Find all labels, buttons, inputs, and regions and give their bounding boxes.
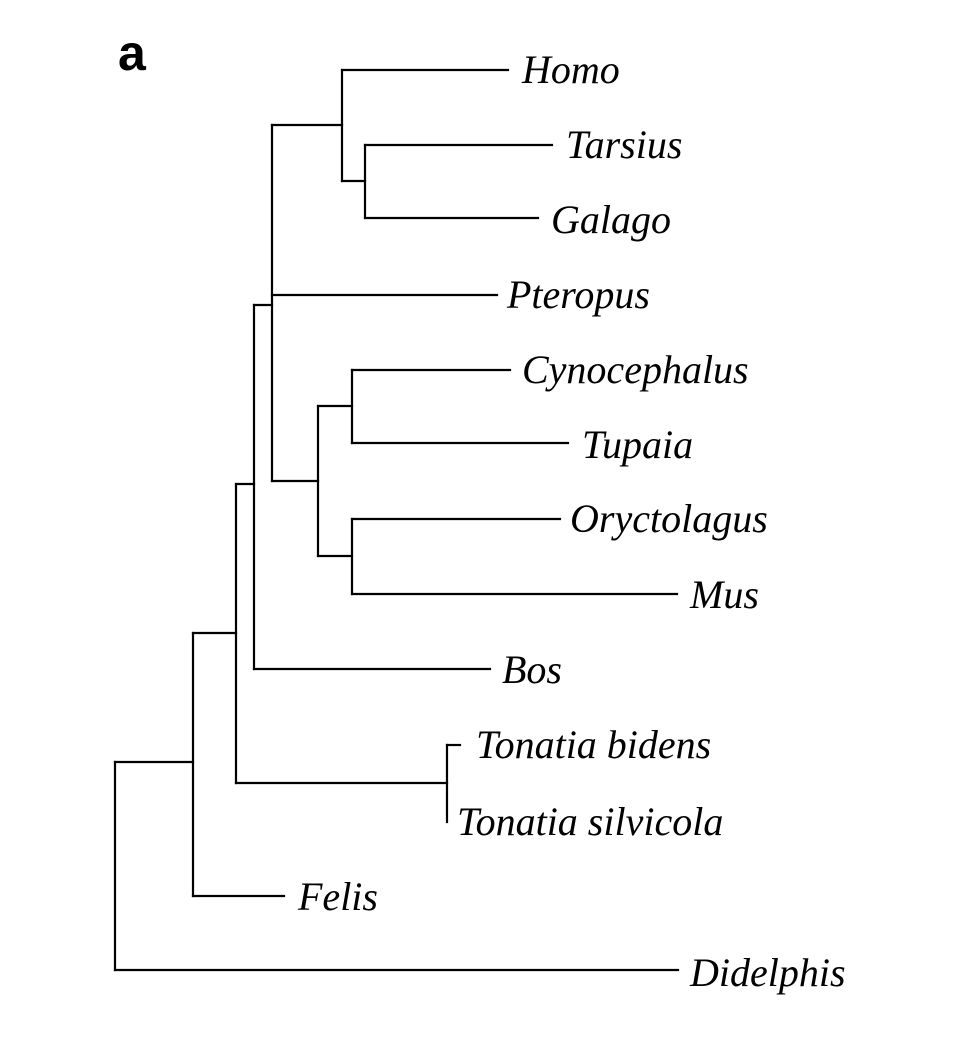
taxon-label-bos: Bos xyxy=(502,647,562,692)
taxon-label-galago: Galago xyxy=(551,197,671,242)
taxon-label-pteropus: Pteropus xyxy=(506,272,650,317)
taxon-label-tupaia: Tupaia xyxy=(582,422,693,467)
tree-branches xyxy=(113,68,680,972)
taxon-label-homo: Homo xyxy=(521,47,620,92)
taxon-label-oryctolagus: Oryctolagus xyxy=(570,496,768,541)
taxon-label-cynocephalus: Cynocephalus xyxy=(522,347,749,392)
taxon-label-didelphis: Didelphis xyxy=(689,950,846,995)
taxon-label-tonatia-bidens: Tonatia bidens xyxy=(476,722,711,767)
taxon-label-felis: Felis xyxy=(297,874,378,919)
taxon-label-tonatia-silvicola: Tonatia silvicola xyxy=(457,799,723,844)
taxon-labels: Homo Tarsius Galago Pteropus Cynocephalu… xyxy=(297,47,846,995)
panel-label: a xyxy=(118,25,147,81)
taxon-label-mus: Mus xyxy=(689,572,759,617)
taxon-label-tarsius: Tarsius xyxy=(566,122,682,167)
